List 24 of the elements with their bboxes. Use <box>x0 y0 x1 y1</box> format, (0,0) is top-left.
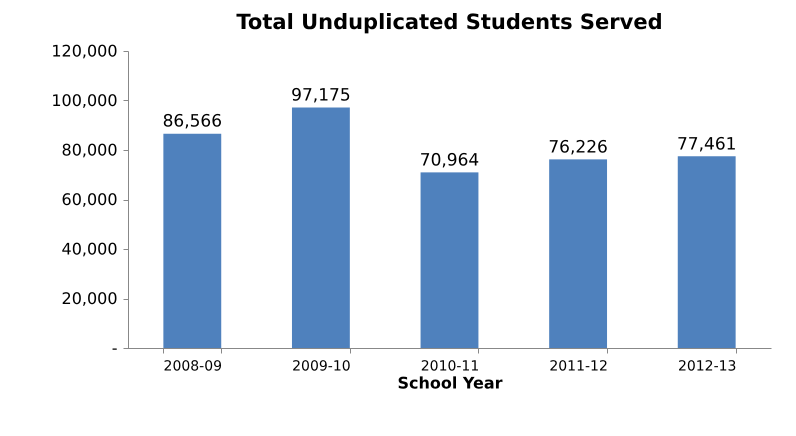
bar <box>292 107 350 348</box>
y-tick-label: 120,000 <box>51 42 118 60</box>
bar <box>420 172 478 348</box>
x-axis-title: School Year <box>397 374 503 392</box>
bar <box>678 156 736 348</box>
data-label: 76,226 <box>548 137 608 158</box>
y-tick-label: 60,000 <box>62 190 118 209</box>
bar <box>549 159 608 348</box>
y-tick-label: - <box>112 338 118 358</box>
bar <box>163 134 222 348</box>
x-tick-label: 2012-13 <box>678 358 736 374</box>
data-label: 86,566 <box>162 112 222 132</box>
x-tick-label: 2009-10 <box>292 358 351 374</box>
y-tick-label: 80,000 <box>62 140 118 160</box>
data-label: 77,461 <box>676 134 736 154</box>
y-tick-label: 100,000 <box>51 91 118 110</box>
y-tick-label: 40,000 <box>62 240 118 258</box>
x-tick-label: 2010-11 <box>420 358 480 374</box>
x-tick-label: 2011-12 <box>549 358 608 374</box>
y-tick-label: 20,000 <box>62 289 118 308</box>
data-label: 97,175 <box>291 85 351 106</box>
chart-title: Total Unduplicated Students Served <box>236 10 663 34</box>
x-tick-label: 2008-09 <box>164 358 222 374</box>
data-label: 70,964 <box>420 150 480 170</box>
